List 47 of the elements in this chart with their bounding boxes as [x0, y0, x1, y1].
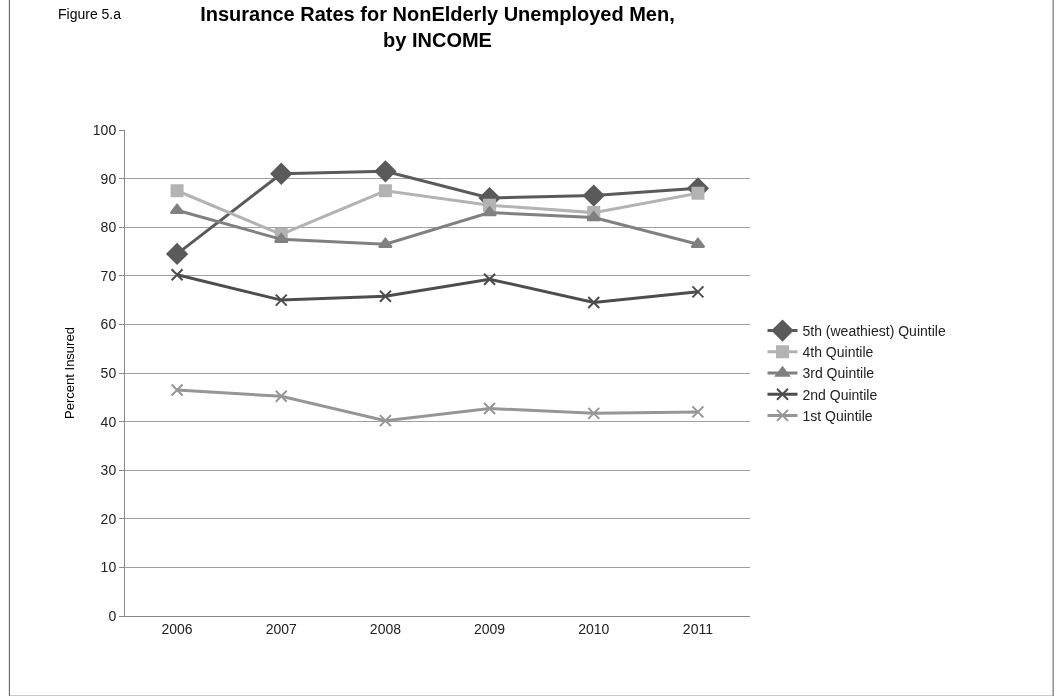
legend-label: 3rd Quintile: [802, 365, 875, 382]
point: [587, 406, 601, 420]
point: [374, 160, 397, 183]
point: [587, 296, 601, 310]
y-tick-label: 60: [100, 316, 117, 333]
point: [270, 162, 292, 185]
x-tick-label: 2006: [161, 620, 193, 637]
point: [378, 237, 393, 248]
point: [586, 210, 602, 222]
point: [170, 383, 184, 397]
point: [691, 405, 705, 419]
point: [583, 184, 605, 207]
point: [483, 401, 497, 415]
chart-title: Insurance Rates for NonElderly Unemployed Men, by INCOME: [200, 2, 675, 51]
x-tick-label: 2008: [369, 620, 402, 637]
legend-label: 2nd Quintile: [802, 386, 878, 403]
y-tick-label: 50: [100, 364, 117, 381]
x-tick-label: 2010: [578, 620, 610, 637]
y-tick-label: 10: [100, 559, 117, 576]
legend-label: 5th (weathiest) Quintile: [802, 323, 946, 340]
y-tick-label: 90: [100, 170, 117, 187]
x-tick-label: 2011: [682, 620, 714, 637]
point: [166, 243, 188, 265]
point: [482, 206, 497, 217]
y-tick-label: 80: [100, 219, 117, 236]
point: [274, 293, 288, 307]
point: [378, 414, 392, 428]
point: [483, 272, 497, 286]
x-tick-label: 2009: [474, 620, 506, 637]
point: [274, 389, 288, 403]
legend-label: 1st Quintile: [802, 407, 873, 424]
y-tick-label: 40: [100, 413, 117, 430]
point: [691, 285, 705, 299]
y-axis-title: Percent Insured: [61, 327, 77, 419]
y-tick-label: 30: [100, 462, 117, 479]
y-tick-label: 0: [108, 607, 117, 624]
point: [170, 184, 184, 198]
y-tick-label: 20: [100, 510, 117, 527]
point: [378, 184, 392, 198]
y-tick-label: 70: [100, 267, 117, 284]
point: [273, 232, 289, 244]
point: [170, 268, 184, 282]
legend-label: 4th Quintile: [802, 344, 874, 361]
y-tick-label: 100: [92, 121, 117, 138]
point: [378, 289, 392, 303]
x-tick-label: 2007: [265, 620, 298, 637]
caption: Figure 5.a: [58, 6, 122, 22]
